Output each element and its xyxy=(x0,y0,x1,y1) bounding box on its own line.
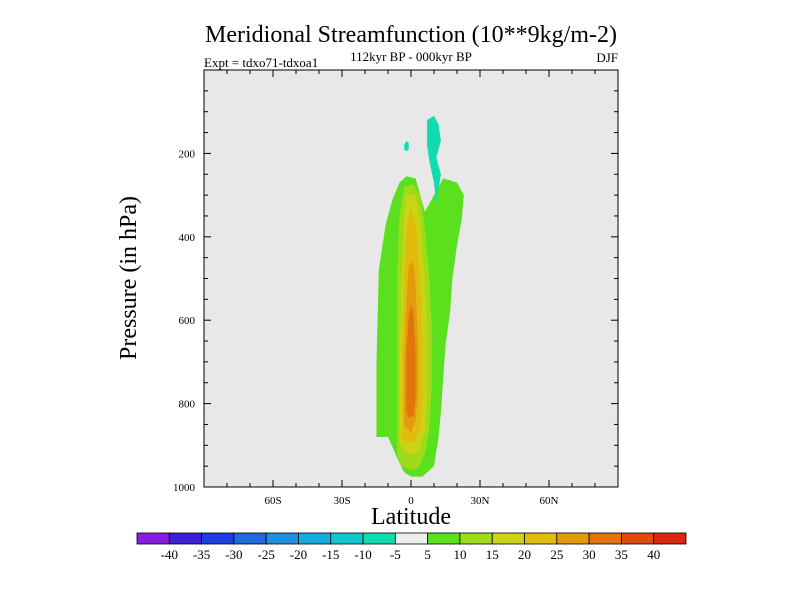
colorbar-label: -5 xyxy=(390,547,401,562)
colorbar-label: -20 xyxy=(290,547,307,562)
colorbar-label: -10 xyxy=(354,547,371,562)
colorbar-swatch xyxy=(394,532,429,545)
x-tick-label: 30N xyxy=(471,495,490,507)
x-tick-label: 60S xyxy=(264,495,281,507)
colorbar-swatch xyxy=(136,532,170,545)
y-axis: 200 400 600 800 1000 xyxy=(173,69,618,494)
colorbar-swatch xyxy=(201,532,235,545)
colorbar-swatch xyxy=(621,532,655,545)
colorbar-label: 15 xyxy=(486,547,499,562)
colorbar-swatch xyxy=(491,532,525,545)
colorbar: -40 -35 -30 -25 -20 -15 -10 -5 5 10 15 20 25 30 35 40 xyxy=(136,532,687,562)
colorbar-label: -30 xyxy=(225,547,242,562)
y-tick-label: 1000 xyxy=(173,482,196,494)
contour-band-6 xyxy=(427,115,441,204)
colorbar-label: 40 xyxy=(647,547,660,562)
chart-title: Meridional Streamfunction (10**9kg/m-2) xyxy=(205,22,617,48)
colorbar-swatch xyxy=(168,532,202,545)
colorbar-swatch xyxy=(298,532,332,545)
colorbar-label: -25 xyxy=(258,547,275,562)
y-tick-label: 800 xyxy=(179,399,196,411)
colorbar-swatch xyxy=(588,532,622,545)
colorbar-swatch xyxy=(459,532,493,545)
x-tick-label: 0 xyxy=(408,495,414,507)
x-axis-label: Latitude xyxy=(371,504,451,530)
colorbar-label: -35 xyxy=(193,547,210,562)
colorbar-label: 25 xyxy=(550,547,563,562)
y-tick-label: 400 xyxy=(179,232,196,244)
experiment-label: Expt = tdxo71-tdxoa1 xyxy=(204,55,318,70)
colorbar-swatch xyxy=(330,532,364,545)
colorbar-label: -15 xyxy=(322,547,339,562)
contour-fills xyxy=(376,115,464,477)
contour-band-5 xyxy=(406,303,416,419)
colorbar-swatch xyxy=(427,532,461,545)
x-axis: 60S 30S 0 30N 60N xyxy=(203,70,619,507)
x-tick-label: 60N xyxy=(540,495,559,507)
colorbar-swatch xyxy=(265,532,299,545)
colorbar-label: 5 xyxy=(424,547,431,562)
colorbar-label: 10 xyxy=(453,547,466,562)
colorbar-swatch xyxy=(556,532,590,545)
colorbar-label: 35 xyxy=(615,547,628,562)
y-tick-label: 600 xyxy=(179,315,196,327)
colorbar-swatch xyxy=(233,532,267,545)
colorbar-swatch xyxy=(362,532,396,545)
contour-band-7 xyxy=(404,140,409,152)
season-label: DJF xyxy=(596,50,618,65)
chart-subtitle: 112kyr BP - 000kyr BP xyxy=(350,49,472,64)
colorbar-label: -40 xyxy=(161,547,178,562)
colorbar-swatch xyxy=(524,532,558,545)
y-tick-label: 200 xyxy=(179,148,196,160)
colorbar-label: 20 xyxy=(518,547,531,562)
colorbar-swatch xyxy=(653,532,687,545)
colorbar-label: 30 xyxy=(583,547,596,562)
x-tick-label: 30S xyxy=(333,495,350,507)
y-axis-label: Pressure (in hPa) xyxy=(116,196,142,360)
